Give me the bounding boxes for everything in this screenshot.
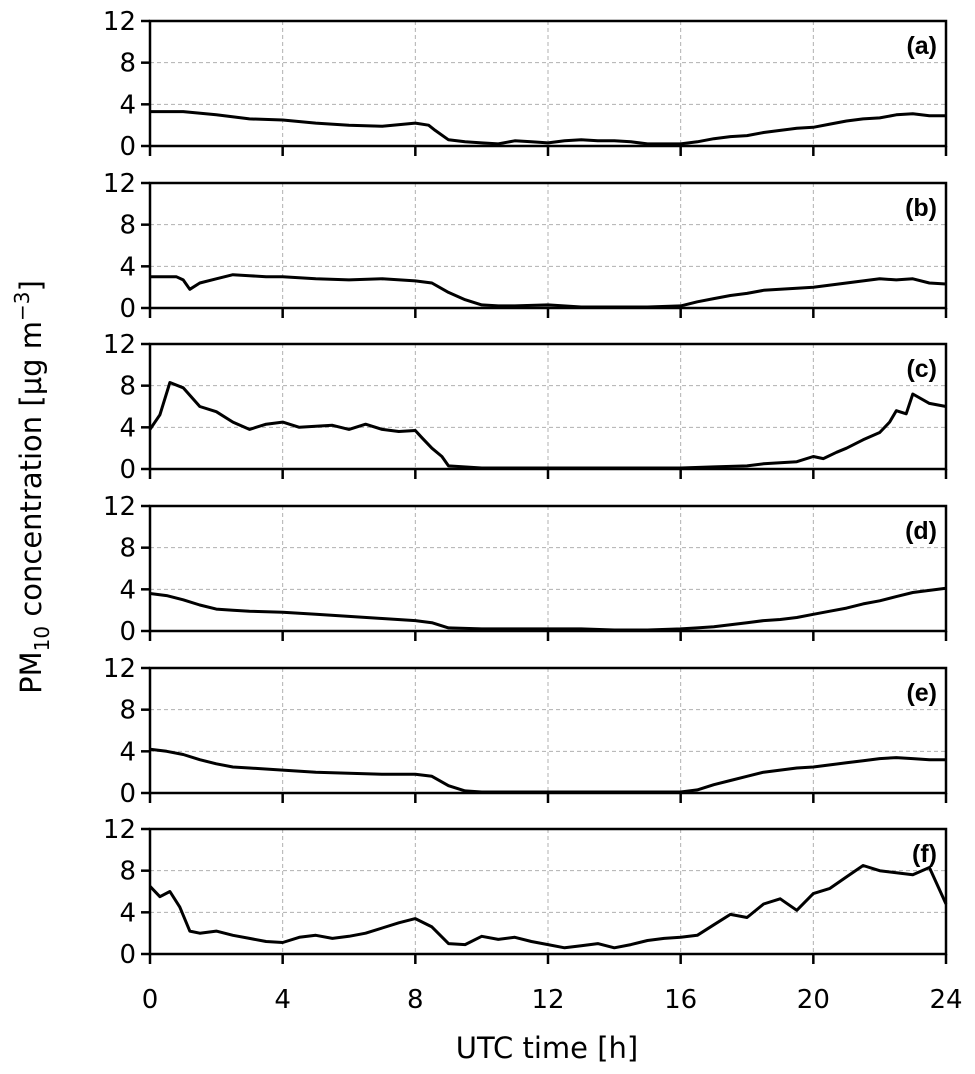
panel-6: 0 4 8 12 (f): [103, 815, 948, 970]
panels-group: 0 4 8 12 (a) 0 4 8 12 (b) 0 4 8 12 (c) 0 4 8 12 (d) 0 4 8 12 (e)…: [103, 7, 948, 970]
y-tick-label: 8: [119, 534, 136, 564]
y-axis-title: PM10 concentration [µg m−3]: [10, 280, 54, 694]
y-tick-label: 12: [103, 7, 136, 37]
x-tick-label: 12: [531, 985, 564, 1015]
panel-2: 0 4 8 12 (b): [103, 169, 948, 324]
y-tick-label: 4: [119, 413, 136, 443]
y-tick-label: 0: [119, 779, 136, 809]
y-tick-label: 8: [119, 49, 136, 79]
y-tick-label: 0: [119, 617, 136, 647]
y-tick-label: 12: [103, 169, 136, 199]
x-tick-label: 0: [142, 985, 159, 1015]
x-tick-label: 4: [274, 985, 291, 1015]
pm10-series-line: [150, 273, 947, 309]
y-axis-title-superscript: −3: [10, 291, 34, 320]
y-tick-label: 0: [119, 455, 136, 485]
y-tick-label: 12: [103, 654, 136, 684]
y-tick-label: 0: [119, 294, 136, 324]
pm10-series-line: [150, 110, 946, 146]
y-tick-label: 0: [119, 940, 136, 970]
panel-1: 0 4 8 12 (a): [103, 7, 948, 162]
x-axis-title: UTC time [h]: [456, 1031, 638, 1065]
x-tick-label: 24: [929, 985, 962, 1015]
y-tick-label: 4: [119, 90, 136, 120]
panel-label: (f): [912, 840, 937, 868]
y-tick-label: 12: [103, 815, 136, 845]
x-axis-tick-labels: 0 4 8 12 16 20 24: [142, 985, 963, 1015]
y-tick-label: 12: [103, 492, 136, 522]
pm10-series-line: [149, 586, 947, 632]
y-tick-label: 4: [119, 898, 136, 928]
panel-label: (e): [906, 679, 937, 707]
y-tick-label: 8: [119, 857, 136, 887]
y-axis-title-suffix: ]: [14, 280, 48, 291]
y-axis-title-prefix: PM: [14, 651, 48, 694]
panel-3: 0 4 8 12 (c): [103, 330, 948, 485]
y-tick-label: 4: [119, 252, 136, 282]
y-tick-label: 4: [119, 737, 136, 767]
x-tick-label: 16: [664, 985, 697, 1015]
y-axis-title-main: concentration [µg m: [14, 321, 48, 626]
x-tick-label: 8: [407, 985, 424, 1015]
panel-label: (b): [905, 194, 937, 222]
y-tick-label: 4: [119, 575, 136, 605]
y-tick-label: 0: [119, 132, 136, 162]
y-tick-label: 8: [119, 211, 136, 241]
panel-4: 0 4 8 12 (d): [103, 492, 948, 647]
y-tick-label: 8: [119, 372, 136, 402]
x-tick-label: 20: [797, 985, 830, 1015]
panel-label: (d): [905, 517, 937, 545]
panel-label: (c): [906, 355, 937, 383]
pm10-series-line: [148, 864, 948, 950]
y-tick-label: 12: [103, 330, 136, 360]
panel-label: (a): [906, 32, 937, 60]
y-tick-label: 8: [119, 696, 136, 726]
y-axis-title-subscript: 10: [30, 626, 54, 651]
panel-5: 0 4 8 12 (e): [103, 654, 948, 809]
